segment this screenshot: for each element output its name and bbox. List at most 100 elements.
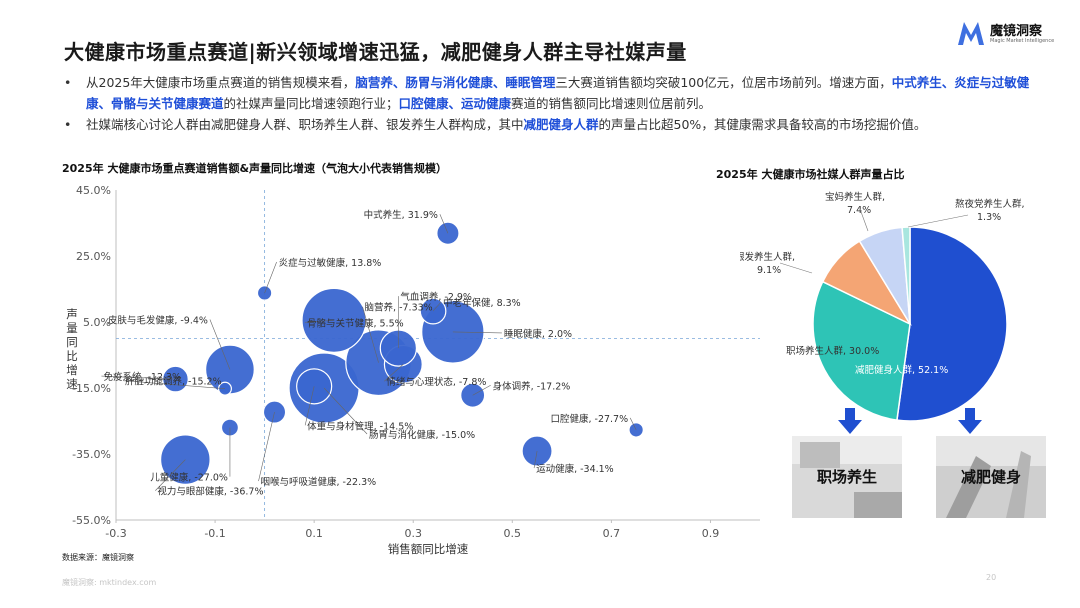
pie-slice [812, 280, 911, 421]
label-leader-line [439, 214, 449, 234]
bullet-text: 赛道的销售额同比增速则位居前列。 [511, 96, 712, 111]
y-axis-label-char: 同 [66, 335, 78, 349]
x-tick-label: -0.1 [204, 527, 225, 540]
highlight-text: 口腔健康、运动健康 [398, 96, 512, 111]
pie-label-line: 职场养生人群, 30.0% [786, 345, 879, 357]
label-leader-line [304, 386, 315, 426]
bubble-label: 运动健康, -34.1% [536, 463, 614, 475]
bubble-label: 肠胃与消化健康, -15.0% [369, 429, 475, 441]
pie-label: 银发养生人群, 9.1% [740, 251, 795, 276]
label-leader-line [533, 450, 538, 469]
highlight-text: 减肥健身人群 [523, 117, 599, 132]
bubble-label: 睡眠健康, 2.0% [504, 328, 572, 340]
y-axis-label-char: 量 [66, 321, 78, 335]
bubble-label: 中老年保健, 8.3% [443, 297, 521, 309]
pie-label: 职场养生人群, 30.0% [786, 345, 879, 357]
bubble-label: 口腔健康, -27.7% [550, 413, 628, 425]
bubble-point [436, 221, 460, 245]
bubble-point [521, 435, 553, 467]
bullet-text: 三大赛道销售额均突破100亿元，位居市场前列。增速方面， [555, 75, 892, 90]
bubble-label: 皮肤与毛发健康, -9.4% [108, 315, 208, 327]
x-tick-label: 0.7 [603, 527, 621, 540]
y-axis-label-char: 声 [66, 307, 78, 321]
label-leader-line [264, 261, 277, 294]
pie-label: 减肥健身人群, 52.1% [855, 364, 948, 376]
x-tick-label: 0.5 [504, 527, 522, 540]
y-axis-label-char: 增 [66, 363, 78, 377]
footer-site: 魔镜洞察: mktindex.com [62, 578, 157, 587]
bubble-label: 儿童健康, -27.0% [150, 472, 228, 484]
label-leader-line [304, 320, 334, 323]
pie-label: 宝妈养生人群, 7.4% [825, 191, 885, 216]
bubble-label: 体重与身材管理, -14.5% [307, 420, 413, 432]
pie-leader-line [907, 214, 969, 228]
highlight-text: 中式养生、炎症与过敏健康、骨骼与关节健康赛道 [86, 75, 1030, 111]
y-axis-label: 声量同比增速 [66, 307, 78, 391]
bubble-label: 炎症与过敏健康, 13.8% [279, 257, 382, 269]
y-tick-label: 45.0% [76, 184, 111, 197]
bubble-label: 中式养生, 31.9% [364, 209, 438, 221]
arrow-down-icon [958, 408, 982, 434]
pie-leader-line [779, 262, 813, 274]
bullet-text: 从2025年大健康市场重点赛道的销售规模来看， [86, 75, 356, 90]
pie-label-line: 9.1% [757, 265, 781, 276]
page-title: 大健康市场重点赛道|新兴领域增速迅猛，减肥健身人群主导社媒声量 [64, 40, 687, 64]
pie-label-line: 减肥健身人群, 52.1% [855, 364, 948, 376]
workplace-wellness-image: 职场养生 [792, 436, 902, 518]
label-leader-line [155, 459, 186, 491]
bubble-label: 咽喉与呼吸道健康, -22.3% [261, 476, 377, 488]
office-photo-icon [792, 436, 902, 518]
page-number: 20 [986, 573, 997, 582]
pie-chart-title: 2025年 大健康市场社媒人群声量占比 [716, 168, 905, 181]
bubble-label: 视力与眼部健康, -36.7% [157, 486, 263, 498]
label-leader-line [629, 417, 637, 431]
x-tick-label: 0.1 [305, 527, 323, 540]
y-tick-label: -35.0% [72, 448, 111, 461]
pie-slice [901, 226, 911, 325]
label-leader-line [122, 380, 226, 389]
logo-name: 魔镜洞察 [990, 24, 1043, 39]
bubble-point [460, 382, 486, 408]
fitness-image: 减肥健身 [936, 436, 1046, 518]
label-leader-line [384, 364, 404, 382]
image-caption: 减肥健身 [960, 468, 1021, 486]
x-axis-label: 销售额同比增速 [388, 542, 469, 556]
arrow-down-icon [838, 408, 862, 434]
bullet-text: 的社媒声量同比增速领跑行业； [223, 96, 399, 111]
label-leader-line [258, 412, 275, 482]
label-leader-line [452, 331, 502, 334]
label-leader-line [472, 384, 491, 396]
bullet-1: 从2025年大健康市场重点赛道的销售规模来看，脑营养、肠胃与消化健康、睡眠管理三… [64, 72, 1054, 114]
bullet-2: 社媒端核心讨论人群由减肥健身人群、职场养生人群、银发养生人群构成，其中减肥健身人… [64, 114, 1054, 135]
y-axis-label-char: 比 [66, 349, 78, 363]
pie-label-line: 熬夜党养生人群, [955, 198, 1025, 210]
label-leader-line [101, 375, 176, 380]
bubble-label: 气血调养, -2.9% [400, 291, 472, 303]
bubble-label: 免疫系统, -12.3% [103, 371, 181, 383]
y-tick-label: 25.0% [76, 250, 111, 263]
label-leader-line [362, 306, 379, 363]
bubble-label: 身体调养, -17.2% [493, 380, 571, 392]
bubble-label: 脑营养, -7.33% [365, 302, 433, 314]
bullet-text: 的声量占比超50%，其健康需求具备较高的市场挖掘价值。 [598, 117, 927, 132]
highlight-text: 脑营养、肠胃与消化健康、睡眠管理 [355, 75, 556, 90]
summary-bullets: 从2025年大健康市场重点赛道的销售规模来看，脑营养、肠胃与消化健康、睡眠管理三… [64, 72, 1054, 135]
label-leader-line [432, 301, 442, 312]
pie-chart: 减肥健身人群, 52.1% 职场养生人群, 30.0% 银发养生人群, 9.1% 宝妈养… [740, 191, 1025, 422]
bubble-label: 肝脏功能调养, -15.2% [125, 376, 222, 388]
label-leader-line [323, 387, 368, 435]
brand-logo: 魔镜洞察 Magic Market Intelligence [956, 18, 1066, 52]
pie-label-line: 宝妈养生人群, [825, 191, 885, 203]
y-axis-label-char: 速 [66, 377, 78, 391]
y-tick-label: 5.0% [83, 316, 111, 329]
pie-label: 熬夜党养生人群, 1.3% [955, 198, 1025, 223]
y-tick-label: -15.0% [72, 382, 111, 395]
y-tick-label: -55.0% [72, 514, 111, 527]
bubble-label: 情绪与心理状态, -7.8% [386, 376, 486, 388]
fitness-photo-icon [936, 436, 1046, 518]
bullet-text: 社媒端核心讨论人群由减肥健身人群、职场养生人群、银发养生人群构成，其中 [86, 117, 524, 132]
pie-leader-line [859, 208, 869, 232]
logo-m-icon [958, 22, 984, 45]
x-tick-label: 0.3 [404, 527, 422, 540]
pie-label-line: 银发养生人群, [740, 251, 795, 263]
